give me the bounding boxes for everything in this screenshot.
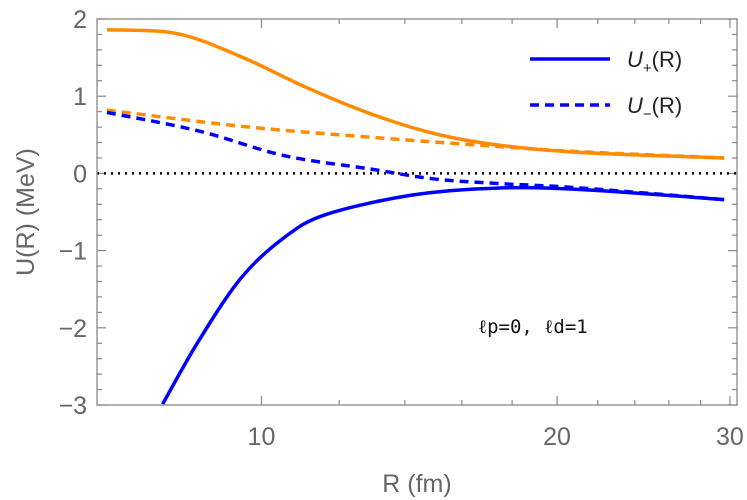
y-tick-label: 2 xyxy=(73,6,87,34)
y-tick-label: −1 xyxy=(58,238,87,266)
x-tick-label: 30 xyxy=(716,423,744,451)
plot-area xyxy=(97,28,737,406)
y-tick-label: −3 xyxy=(58,392,87,420)
y-tick-label: −2 xyxy=(58,315,87,343)
x-tick-label: 10 xyxy=(248,423,276,451)
series-line-1 xyxy=(106,108,725,160)
annotation: ℓp=0, ℓd=1 xyxy=(478,316,588,338)
legend-label-u-minus: U−(R) xyxy=(627,93,682,123)
plot-frame xyxy=(96,18,738,406)
legend: U+(R) U−(R) xyxy=(530,47,682,123)
series-line-3 xyxy=(106,110,725,202)
ticks: −3 −2 −1 0 1 2 10 20 30 xyxy=(58,6,743,451)
x-axis-label: R (fm) xyxy=(382,470,451,498)
y-tick-label: 1 xyxy=(73,83,87,111)
y-tick-label: 0 xyxy=(73,160,87,188)
legend-label-u-plus: U+(R) xyxy=(627,47,682,77)
x-tick-label: 20 xyxy=(543,423,571,451)
series-line-2 xyxy=(161,185,725,406)
y-axis-label: U(R) (MeV) xyxy=(12,148,40,276)
